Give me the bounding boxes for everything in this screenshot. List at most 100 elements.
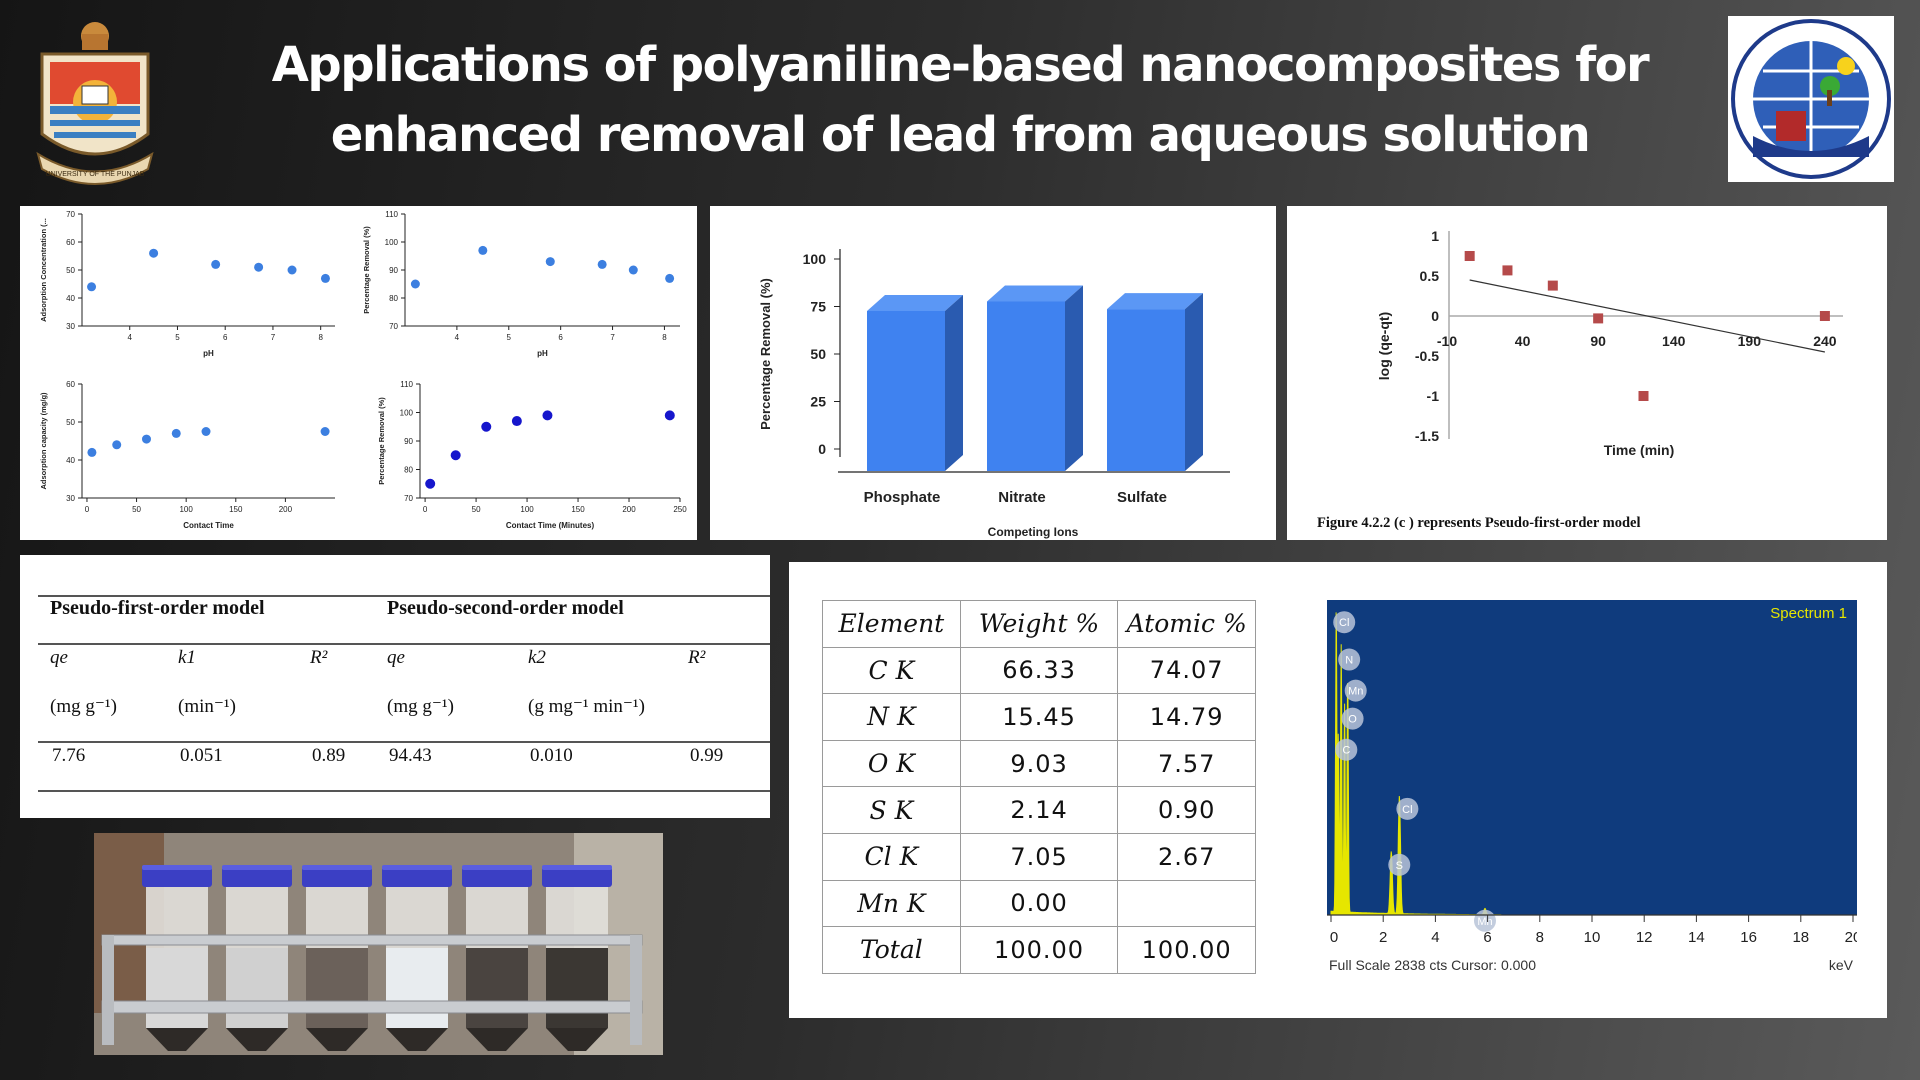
kinetics-value: 7.76 [52,745,86,766]
rack-right-post [630,935,642,1045]
sample-tube [222,865,292,1051]
y-tick-label: 40 [66,294,75,303]
eds-weight-cell: 2.14 [959,786,1119,834]
sample-tube [462,865,532,1051]
eds-element-cell: N K [822,693,961,741]
eds-spectrum-title: Spectrum 1 [1770,605,1847,622]
bar-front [1107,309,1185,471]
data-point [320,273,330,283]
tube-contents [226,948,288,1028]
kinetics-value: 0.99 [690,745,724,766]
eds-peak-label: Cl [1396,797,1419,820]
data-point [1638,391,1649,401]
competing-ions-chart-svg: 0 25 50 75 100 Percentage Removal (%) Phosphat… [758,249,1230,539]
kinetics-value: 0.051 [180,745,223,766]
peak-marker [1396,797,1419,820]
university-crest-logo: UNIVERSITY OF THE PUNJAB [30,14,160,194]
tube-cap [462,867,532,887]
tube-contents [546,948,608,1028]
x-tick-label: 200 [279,505,293,514]
eds-peak-label: Mn [1344,679,1367,702]
eds-peak-label: O [1341,707,1364,730]
x-tick-label: 2 [1379,929,1387,946]
scatter-chart-1: 30 40 50 60 70 4 5 6 7 8 pH Adsorption Concentratio… [39,210,335,358]
trendline [1469,279,1826,353]
y-axis-title: Percentage Removal (%) [758,278,773,430]
eds-analysis-panel: Element Weight % Atomic % C K 66.33 74.07 N… [789,562,1887,1018]
tube-rack [94,833,663,1055]
data-point [1593,313,1604,324]
kinetics-unit: (mg g⁻¹) [387,696,454,717]
data-point [112,440,122,450]
bar-nitrate [987,285,1083,471]
eds-atomic-cell: 0.90 [1117,786,1256,834]
data-point [478,245,488,255]
eds-atomic-cell: 14.79 [1117,693,1256,741]
kinetics-unit: (min⁻¹) [178,696,236,717]
eds-element-cell: O K [822,739,961,788]
tube-cap [302,867,372,887]
eds-weight-cell: 66.33 [959,646,1119,695]
sample-tube [302,865,372,1051]
x-tick-label: 90 [1590,333,1606,349]
x-tick-label: 50 [472,505,481,514]
x-tick-label: 140 [1662,333,1686,349]
x-tick-label: 50 [132,505,141,514]
x-tick-label: 4 [455,333,460,342]
kinetics-value: 0.89 [312,745,346,766]
eds-element-cell: Mn K [822,879,961,928]
x-tick-label: 12 [1636,929,1653,946]
y-tick-label: 110 [385,210,398,219]
y-tick-label: 60 [66,380,75,389]
x-tick-label: -10 [1437,333,1457,349]
peak-element: N [1345,655,1353,667]
x-tick-label: 250 [673,505,687,514]
y-axis-title: log (qe-qt) [1376,312,1392,380]
y-axis-title: Percentage Removal (%) [362,226,371,314]
x-tick-label: 40 [1515,333,1531,349]
peak-marker [1388,853,1411,876]
x-tick-label: 100 [179,505,193,514]
scatter-chart-2: 70 80 90 100 110 4 5 6 7 8 pH Percentage Removal (%… [362,210,680,358]
data-point [665,273,675,283]
data-point [1502,265,1513,276]
x-tick-label: 10 [1584,929,1601,946]
data-point [425,478,436,489]
kinetics-value: 94.43 [389,745,432,766]
tube-contents [386,948,448,1028]
tube-cap [542,867,612,887]
peak-marker [1341,707,1364,730]
eds-peak-label: S [1388,853,1411,876]
x-tick-label: 6 [1483,929,1491,946]
table-rule-bottom [38,790,770,792]
x-tick-label: 0 [85,505,90,514]
y-tick-label: 90 [389,266,398,275]
x-tick-label: 14 [1688,929,1705,946]
data-point [320,427,330,436]
peak-element: Mn [1348,686,1363,698]
pfo-chart: 1 0.5 0 -0.5 -1 -1.5 -10 40 90 140 190 240 log (qe-q… [1317,228,1843,531]
data-point [171,428,181,438]
x-axis-title: Time (min) [1604,442,1675,458]
tube-cap-rim [142,865,212,870]
x-tick-label: 7 [271,333,276,342]
x-tick-label: 8 [318,333,323,342]
eds-weight-cell: 9.03 [959,739,1119,788]
eds-atomic-cell: 2.67 [1117,832,1256,881]
data-point [149,248,159,258]
eds-weight-cell: 15.45 [959,693,1119,741]
y-axis-title: Adsorption capacity (mg/g) [39,392,48,490]
tube-tip [146,1028,208,1051]
kinetics-unit: (mg g⁻¹) [50,696,117,717]
bar-side [1065,285,1083,471]
page-title: Applications of polyaniline-based nanoco… [240,30,1680,170]
tube-cap [222,867,292,887]
tube-tip [466,1028,528,1051]
data-point [1464,251,1475,261]
competing-ions-chart-panel: 0 25 50 75 100 Percentage Removal (%) Phosphat… [710,206,1276,540]
data-point [1547,280,1558,291]
peak-element: S [1396,860,1403,872]
tube-contents [466,948,528,1028]
eds-footer: Full Scale 2838 cts Cursor: 0.000 [1329,957,1536,973]
eds-spectrum: Spectrum 1 Cl N Mn O C Cl S Mn 0 2 4 6 8 10 12 14 16 18 20 F… [1327,600,1861,976]
